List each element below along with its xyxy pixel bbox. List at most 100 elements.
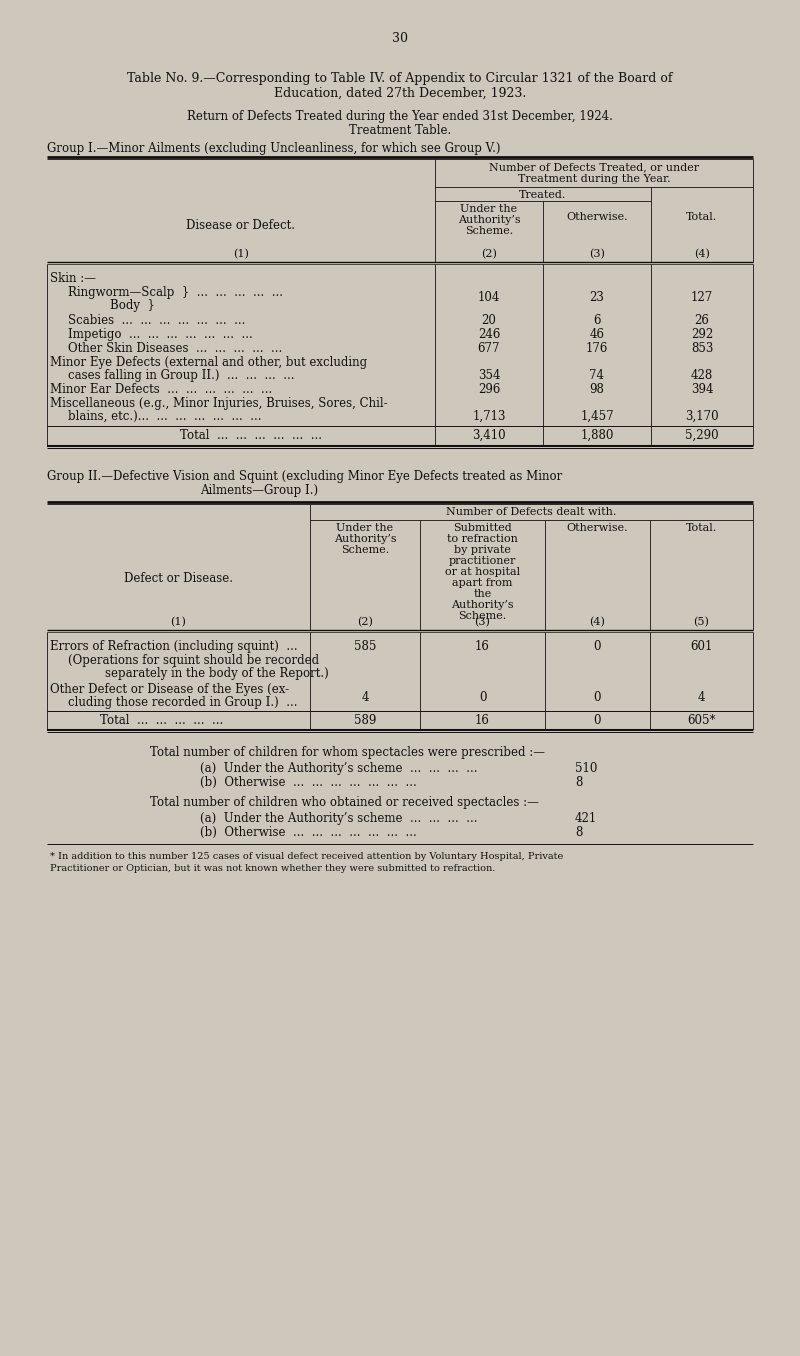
Text: 26: 26 [694, 315, 710, 327]
Text: (3): (3) [589, 250, 605, 259]
Text: 98: 98 [590, 382, 605, 396]
Text: 16: 16 [475, 715, 490, 727]
Text: Minor Ear Defects  ...  ...  ...  ...  ...  ...: Minor Ear Defects ... ... ... ... ... ..… [50, 382, 272, 396]
Text: practitioner: practitioner [449, 556, 516, 565]
Text: blains, etc.)...  ...  ...  ...  ...  ...  ...: blains, etc.)... ... ... ... ... ... ... [68, 410, 262, 423]
Text: 127: 127 [691, 292, 713, 304]
Text: 8: 8 [575, 776, 582, 789]
Text: 4: 4 [698, 692, 706, 704]
Text: 74: 74 [590, 369, 605, 382]
Text: Practitioner or Optician, but it was not known whether they were submitted to re: Practitioner or Optician, but it was not… [50, 864, 495, 873]
Text: 0: 0 [594, 692, 602, 704]
Text: Defect or Disease.: Defect or Disease. [124, 572, 233, 584]
Text: 296: 296 [478, 382, 500, 396]
Text: Errors of Refraction (including squint)  ...: Errors of Refraction (including squint) … [50, 640, 298, 654]
Text: Under the: Under the [461, 203, 518, 214]
Text: Authority’s: Authority’s [334, 534, 396, 544]
Text: Ailments—Group I.): Ailments—Group I.) [200, 484, 318, 498]
Text: cases falling in Group II.)  ...  ...  ...  ...: cases falling in Group II.) ... ... ... … [68, 369, 294, 382]
Text: 853: 853 [691, 342, 713, 355]
Text: Under the: Under the [337, 523, 394, 533]
Text: 8: 8 [575, 826, 582, 839]
Text: Table No. 9.—Corresponding to Table IV. of Appendix to Circular 1321 of the Boar: Table No. 9.—Corresponding to Table IV. … [127, 72, 673, 85]
Text: 16: 16 [475, 640, 490, 654]
Text: Scheme.: Scheme. [465, 226, 513, 236]
Text: 394: 394 [690, 382, 714, 396]
Text: Treated.: Treated. [519, 190, 566, 199]
Text: Treatment Table.: Treatment Table. [349, 123, 451, 137]
Text: 510: 510 [575, 762, 598, 776]
Text: Miscellaneous (e.g., Minor Injuries, Bruises, Sores, Chil-: Miscellaneous (e.g., Minor Injuries, Bru… [50, 397, 388, 410]
Text: Group I.—Minor Ailments (excluding Uncleanliness, for which see Group V.): Group I.—Minor Ailments (excluding Uncle… [47, 142, 501, 155]
Text: 30: 30 [392, 33, 408, 45]
Text: Impetigo  ...  ...  ...  ...  ...  ...  ...: Impetigo ... ... ... ... ... ... ... [68, 328, 253, 340]
Text: (2): (2) [481, 250, 497, 259]
Text: Scheme.: Scheme. [458, 612, 506, 621]
Text: Other Defect or Disease of the Eyes (ex-: Other Defect or Disease of the Eyes (ex- [50, 683, 289, 696]
Text: (4): (4) [590, 617, 606, 628]
Text: Authority’s: Authority’s [451, 599, 514, 610]
Text: 0: 0 [594, 715, 602, 727]
Text: Total.: Total. [686, 212, 718, 222]
Text: 23: 23 [590, 292, 605, 304]
Text: Total.: Total. [686, 523, 717, 533]
Text: Otherwise.: Otherwise. [566, 212, 628, 222]
Text: Total  ...  ...  ...  ...  ...: Total ... ... ... ... ... [100, 715, 223, 727]
Text: the: the [474, 589, 492, 599]
Text: 354: 354 [478, 369, 500, 382]
Text: 605*: 605* [687, 715, 716, 727]
Text: 246: 246 [478, 328, 500, 340]
Text: (5): (5) [694, 617, 710, 628]
Text: to refraction: to refraction [447, 534, 518, 544]
Text: Scheme.: Scheme. [341, 545, 389, 555]
Text: 1,880: 1,880 [580, 428, 614, 442]
Text: 1,713: 1,713 [472, 410, 506, 423]
Text: Number of Defects dealt with.: Number of Defects dealt with. [446, 507, 617, 517]
Text: 0: 0 [478, 692, 486, 704]
Text: 176: 176 [586, 342, 608, 355]
Text: 4: 4 [362, 692, 369, 704]
Text: Total  ...  ...  ...  ...  ...  ...: Total ... ... ... ... ... ... [180, 428, 322, 442]
Text: or at hospital: or at hospital [445, 567, 520, 578]
Text: 589: 589 [354, 715, 376, 727]
Text: Ringworm—Scalp  }  ...  ...  ...  ...  ...: Ringworm—Scalp } ... ... ... ... ... [68, 286, 283, 300]
Text: Education, dated 27th December, 1923.: Education, dated 27th December, 1923. [274, 87, 526, 100]
Text: 46: 46 [590, 328, 605, 340]
Text: Total number of children for whom spectacles were prescribed :—: Total number of children for whom specta… [150, 746, 545, 759]
Text: by private: by private [454, 545, 511, 555]
Text: (3): (3) [474, 617, 490, 628]
Text: Treatment during the Year.: Treatment during the Year. [518, 174, 670, 184]
Text: Group II.—Defective Vision and Squint (excluding Minor Eye Defects treated as Mi: Group II.—Defective Vision and Squint (e… [47, 471, 562, 483]
Text: 1,457: 1,457 [580, 410, 614, 423]
Text: (b)  Otherwise  ...  ...  ...  ...  ...  ...  ...: (b) Otherwise ... ... ... ... ... ... ..… [200, 826, 417, 839]
Text: 421: 421 [575, 812, 598, 824]
Text: * In addition to this number 125 cases of visual defect received attention by Vo: * In addition to this number 125 cases o… [50, 852, 563, 861]
Text: 677: 677 [478, 342, 500, 355]
Text: separately in the body of the Report.): separately in the body of the Report.) [105, 667, 329, 679]
Text: 20: 20 [482, 315, 497, 327]
Text: 104: 104 [478, 292, 500, 304]
Text: Authority’s: Authority’s [458, 216, 520, 225]
Text: (4): (4) [694, 250, 710, 259]
Text: 3,170: 3,170 [685, 410, 719, 423]
Text: Disease or Defect.: Disease or Defect. [186, 220, 295, 232]
Text: 6: 6 [594, 315, 601, 327]
Text: Other Skin Diseases  ...  ...  ...  ...  ...: Other Skin Diseases ... ... ... ... ... [68, 342, 282, 355]
Text: Return of Defects Treated during the Year ended 31st December, 1924.: Return of Defects Treated during the Yea… [187, 110, 613, 123]
Text: Submitted: Submitted [453, 523, 512, 533]
Text: 5,290: 5,290 [685, 428, 719, 442]
Text: 0: 0 [594, 640, 602, 654]
Text: (a)  Under the Authority’s scheme  ...  ...  ...  ...: (a) Under the Authority’s scheme ... ...… [200, 762, 478, 776]
Text: (1): (1) [170, 617, 186, 628]
Text: 3,410: 3,410 [472, 428, 506, 442]
Text: (Operations for squint should be recorded: (Operations for squint should be recorde… [68, 654, 319, 667]
Text: 601: 601 [690, 640, 713, 654]
Text: Scabies  ...  ...  ...  ...  ...  ...  ...: Scabies ... ... ... ... ... ... ... [68, 315, 246, 327]
Text: (a)  Under the Authority’s scheme  ...  ...  ...  ...: (a) Under the Authority’s scheme ... ...… [200, 812, 478, 824]
Text: (2): (2) [357, 617, 373, 628]
Text: Otherwise.: Otherwise. [566, 523, 628, 533]
Text: Number of Defects Treated, or under: Number of Defects Treated, or under [489, 161, 699, 172]
Text: apart from: apart from [452, 578, 513, 589]
Text: Body  }: Body } [110, 300, 155, 312]
Text: cluding those recorded in Group I.)  ...: cluding those recorded in Group I.) ... [68, 696, 298, 709]
